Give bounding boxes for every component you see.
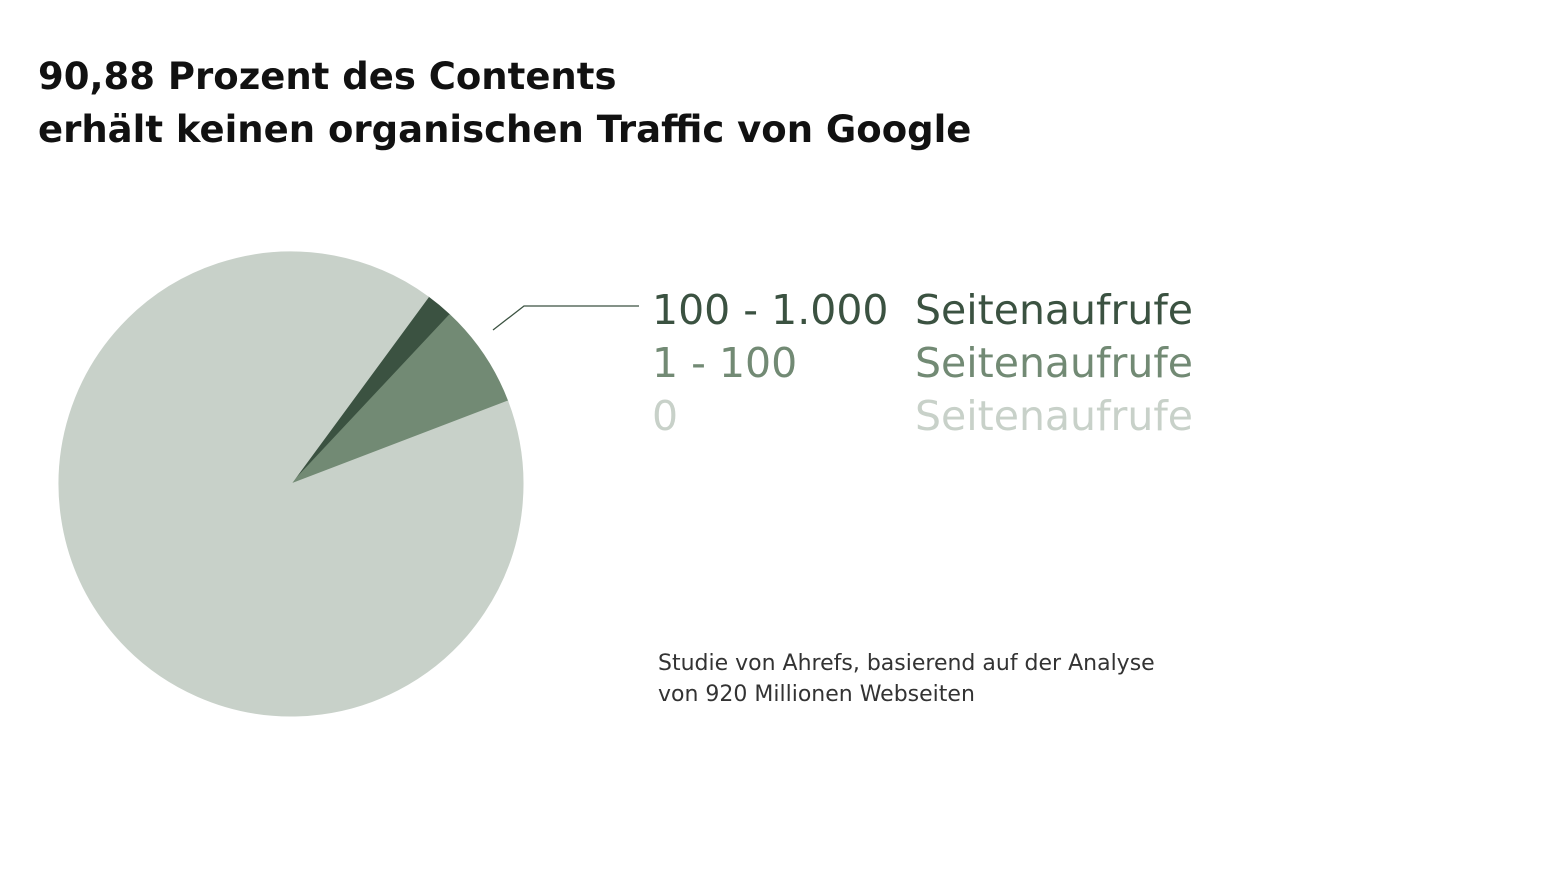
legend-unit-label: Seitenaufrufe	[915, 392, 1193, 440]
legend-range-label: 1 - 100	[652, 339, 798, 387]
source-note-line-2: von 920 Millionen Webseiten	[658, 682, 975, 707]
source-note-line-1: Studie von Ahrefs, basierend auf der Ana…	[658, 651, 1155, 676]
leader-line	[492, 305, 639, 331]
chart-title: 90,88 Prozent des Contents erhält keinen…	[38, 50, 971, 156]
chart-title-line-2: erhält keinen organischen Traffic von Go…	[38, 108, 972, 151]
legend-unit-label: Seitenaufrufe	[915, 286, 1193, 334]
chart-title-line-1: 90,88 Prozent des Contents	[38, 55, 617, 98]
source-note: Studie von Ahrefs, basierend auf der Ana…	[658, 648, 1155, 710]
pie-slice-0	[58, 251, 524, 717]
legend-unit-label: Seitenaufrufe	[915, 339, 1193, 387]
legend-range-label: 100 - 1.000	[652, 286, 889, 334]
pie-slice-1-100	[290, 314, 509, 485]
legend-range-label: 0	[652, 392, 679, 440]
